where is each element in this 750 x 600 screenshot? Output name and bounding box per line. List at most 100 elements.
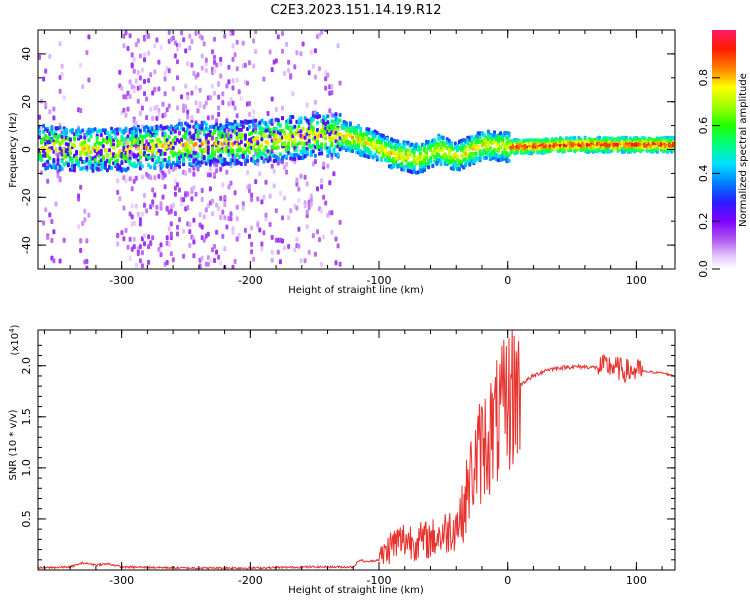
heatmap-cell (235, 216, 239, 222)
heatmap-cell (252, 145, 256, 150)
heatmap-cell (184, 83, 188, 89)
heatmap-cell (190, 39, 194, 44)
heatmap-cell (670, 149, 674, 154)
colorbar-label: Normalized spectral amplitude (738, 73, 749, 227)
heatmap-cell (97, 146, 101, 151)
heatmap-cell (149, 240, 153, 246)
heatmap-cell (206, 231, 210, 237)
heatmap-cell (330, 90, 334, 96)
heatmap-cell (128, 256, 132, 262)
heatmap-cell (256, 141, 260, 146)
heatmap-cell (276, 118, 280, 123)
heatmap-cell (507, 158, 511, 163)
heatmap-cell (153, 192, 157, 198)
heatmap-cell (157, 112, 161, 118)
heatmap-cell (81, 221, 85, 226)
heatmap-cell (305, 181, 309, 187)
heatmap-cell (431, 163, 435, 168)
heatmap-cell (260, 137, 264, 141)
heatmap-cell (138, 75, 142, 81)
heatmap-cell (332, 147, 336, 152)
heatmap-cell (50, 146, 54, 150)
heatmap-cell (143, 192, 146, 198)
heatmap-cell (449, 142, 453, 146)
heatmap-cell (307, 249, 311, 255)
heatmap-cell (159, 242, 163, 248)
heatmap-cell (167, 156, 171, 160)
heatmap-cell (248, 60, 251, 66)
heatmap-cell (248, 125, 251, 129)
heatmap-cell (79, 135, 83, 140)
heatmap-cell (213, 171, 216, 177)
heatmap-cell (171, 35, 175, 41)
heatmap-cell (190, 62, 194, 68)
heatmap-cell (256, 196, 260, 202)
heatmap-cell (147, 78, 151, 83)
heatmap-cell (138, 217, 142, 223)
heatmap-cell (83, 217, 87, 223)
heatmap-cell (270, 249, 274, 255)
heatmap-cell (320, 261, 324, 267)
colorbar-ticks: 0.0 0.2 0.4 0.6 0.8 (697, 69, 720, 278)
heatmap-cell (206, 115, 210, 121)
heatmap-cell (313, 159, 317, 164)
heatmap-cell (200, 197, 204, 202)
heatmap-cell (221, 209, 225, 215)
heatmap-cell (235, 113, 239, 119)
heatmap-cell (204, 57, 208, 63)
heatmap-cell (486, 129, 490, 134)
heatmap-cell (149, 106, 153, 112)
heatmap-cell (173, 211, 177, 216)
heatmap-cell (386, 137, 389, 142)
heatmap-cell (303, 258, 307, 264)
heatmap-cell (295, 205, 299, 211)
heatmap-cell (316, 120, 319, 125)
heatmap-cell (134, 42, 138, 48)
heatmap-cell (200, 255, 204, 261)
heatmap-cell (171, 257, 175, 263)
heatmap-cell (219, 195, 223, 201)
heatmap-cell (157, 86, 161, 92)
y-tick-label: 40 (20, 47, 33, 61)
heatmap-cell (163, 172, 167, 178)
heatmap-cell (110, 166, 114, 170)
heatmap-cell (276, 34, 280, 40)
heatmap-cell (134, 203, 138, 209)
heatmap-cell (248, 111, 251, 117)
heatmap-cell (225, 224, 229, 230)
heatmap-cell (165, 107, 169, 113)
heatmap-cell (501, 137, 505, 142)
heatmap-cell (311, 117, 315, 122)
heatmap-cell (215, 122, 219, 127)
heatmap-cell (66, 162, 70, 167)
heatmap-cell (237, 232, 241, 238)
heatmap-cell (186, 191, 190, 197)
heatmap-cell (217, 94, 221, 100)
y-tick-label: 20 (20, 95, 33, 109)
heatmap-cell (83, 140, 87, 145)
heatmap-cell (165, 260, 169, 265)
heatmap-cell (52, 115, 56, 121)
heatmap-cell (515, 149, 519, 154)
heatmap-cell (48, 156, 52, 161)
heatmap-cell (93, 127, 97, 132)
heatmap-cell (311, 63, 315, 69)
heatmap-cell (194, 191, 198, 197)
heatmap-cell (219, 153, 223, 158)
heatmap-cell (188, 151, 192, 156)
heatmap-cell (295, 50, 299, 56)
heatmap-cell (260, 241, 264, 247)
heatmap-cell (176, 231, 179, 237)
heatmap-cell (200, 35, 204, 41)
heatmap-cell (60, 159, 64, 164)
heatmap-cell (151, 116, 155, 121)
heatmap-cell (443, 143, 447, 148)
heatmap-cell (136, 98, 140, 104)
heatmap-cell (190, 90, 194, 96)
heatmap-cell (151, 187, 155, 193)
heatmap-cell (208, 258, 212, 263)
heatmap-cell (227, 101, 231, 107)
heatmap-cell (73, 168, 76, 173)
heatmap-cell (320, 184, 324, 190)
heatmap-cell (122, 33, 126, 39)
